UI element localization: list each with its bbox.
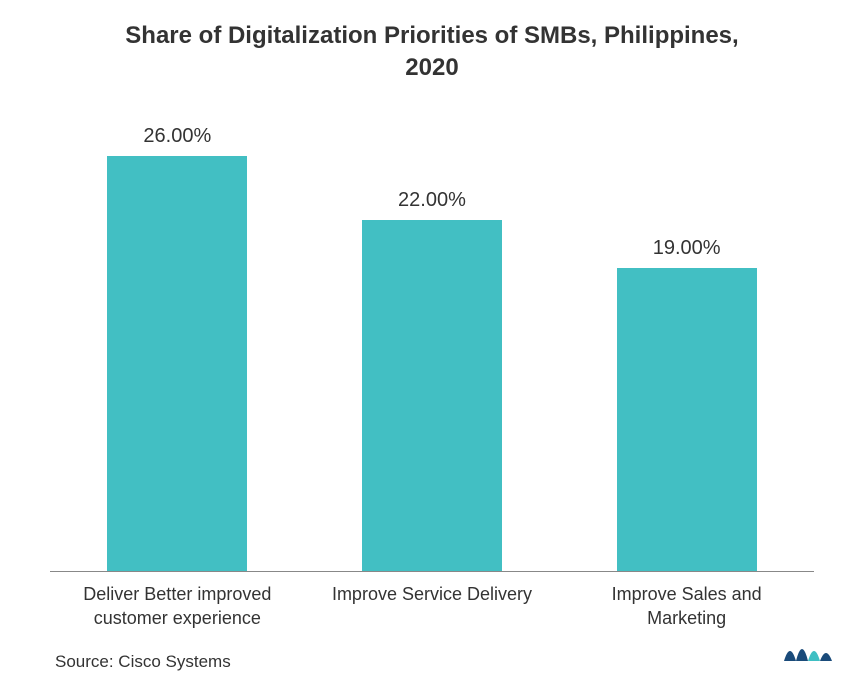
bar-group-1: 22.00%	[306, 125, 558, 571]
bar-0	[107, 156, 247, 571]
bar-group-0: 26.00%	[51, 125, 303, 571]
chart-container: Share of Digitalization Priorities of SM…	[0, 0, 864, 690]
source-attribution: Source: Cisco Systems	[55, 652, 824, 672]
chart-title: Share of Digitalization Priorities of SM…	[40, 20, 824, 85]
x-axis-labels: Deliver Better improved customer experie…	[50, 582, 814, 631]
bar-group-2: 19.00%	[561, 125, 813, 571]
bar-2	[617, 268, 757, 571]
plot-area: 26.00% 22.00% 19.00%	[50, 105, 814, 572]
x-label-2: Improve Sales and Marketing	[561, 582, 813, 631]
bar-value-label-0: 26.00%	[143, 125, 211, 148]
x-label-1: Improve Service Delivery	[306, 582, 558, 631]
brand-logo-icon	[782, 635, 834, 670]
bar-value-label-2: 19.00%	[653, 237, 721, 260]
bar-value-label-1: 22.00%	[398, 189, 466, 212]
bar-1	[362, 220, 502, 571]
x-label-0: Deliver Better improved customer experie…	[51, 582, 303, 631]
